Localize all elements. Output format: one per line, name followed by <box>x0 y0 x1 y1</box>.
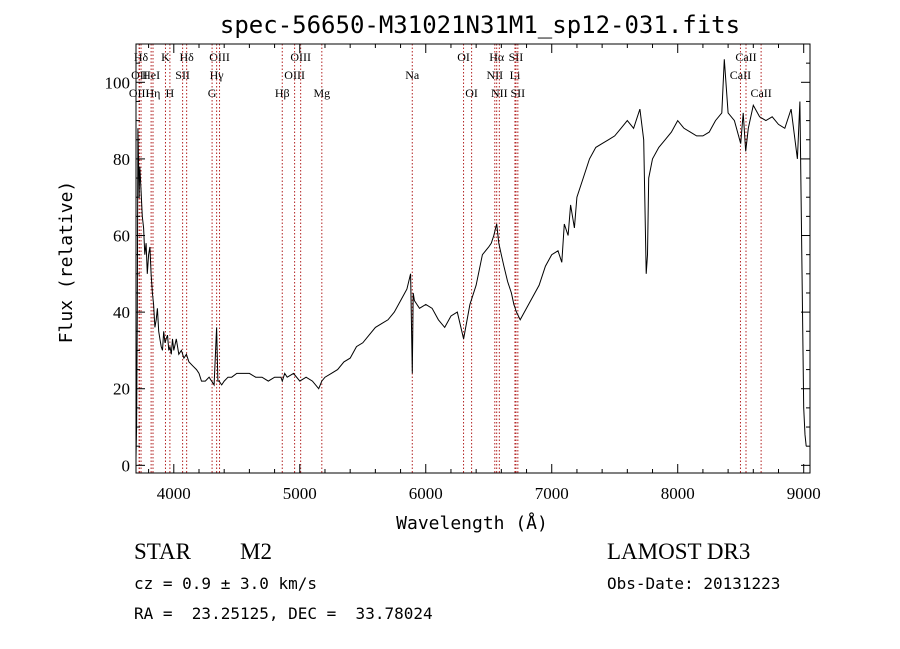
emission-line-label: Hδ <box>134 50 149 64</box>
y-tick-label: 100 <box>105 73 131 92</box>
emission-line-label: K <box>161 50 170 64</box>
x-tick-label: 8000 <box>661 484 695 503</box>
emission-line-label: OII <box>131 68 148 82</box>
emission-line-label: Li <box>510 68 521 82</box>
x-tick-label: 7000 <box>535 484 569 503</box>
plot-frame <box>135 43 811 474</box>
emission-line-label: H <box>166 86 175 100</box>
coordinates: RA = 23.25125, DEC = 33.78024 <box>134 604 433 623</box>
y-tick-label: 40 <box>113 303 130 322</box>
object-class: STAR <box>134 539 191 564</box>
y-tick-label: 0 <box>122 456 131 475</box>
emission-line-label: G <box>208 86 217 100</box>
emission-line-label: OIII <box>129 86 150 100</box>
emission-line-label: Hβ <box>275 86 290 100</box>
emission-line-label: SII <box>511 86 526 100</box>
observation-date: Obs-Date: 20131223 <box>607 574 781 593</box>
emission-line-label: OIII <box>284 68 305 82</box>
emission-line-label: CaII <box>750 86 771 100</box>
emission-line-label: CaII <box>735 50 756 64</box>
emission-line-label: CaII <box>730 68 751 82</box>
emission-line-label: OIII <box>290 50 311 64</box>
emission-line-label: OI <box>465 86 478 100</box>
emission-line-label: OI <box>457 50 470 64</box>
x-tick-label: 6000 <box>409 484 443 503</box>
y-axis-label: Flux (relative) <box>56 181 77 344</box>
y-tick-label: 20 <box>113 380 130 399</box>
emission-line-label: Hη <box>146 86 161 100</box>
spectrum-chart: spec-56650-M31021N31M1_sp12-031.fits Hδ O… <box>56 11 821 534</box>
emission-line-label: Mg <box>313 86 330 100</box>
emission-line-label: Na <box>405 68 420 82</box>
emission-line-label: OIII <box>209 50 230 64</box>
emission-line-label: HeI <box>142 68 160 82</box>
x-axis-label: Wavelength (Å) <box>396 512 548 534</box>
redshift-velocity: cz = 0.9 ± 3.0 km/s <box>134 574 318 593</box>
spectrum-line <box>135 59 807 458</box>
x-tick-label: 9000 <box>787 484 821 503</box>
emission-line-label: Hδ <box>179 50 194 64</box>
emission-line-label: Hα <box>489 50 505 64</box>
y-tick-label: 60 <box>113 227 130 246</box>
emission-line-label: SII <box>509 50 524 64</box>
x-tick-label: 4000 <box>157 484 191 503</box>
chart-title: spec-56650-M31021N31M1_sp12-031.fits <box>220 11 740 39</box>
emission-line-label: Hγ <box>210 68 225 82</box>
x-tick-label: 5000 <box>283 484 317 503</box>
emission-line-label: NII <box>486 68 503 82</box>
emission-line-label: NII <box>491 86 508 100</box>
object-subclass: M2 <box>240 539 272 564</box>
survey-name: LAMOST DR3 <box>607 539 751 564</box>
emission-line-label: SII <box>175 68 190 82</box>
y-tick-label: 80 <box>113 150 130 169</box>
axis-ticks: 4000 5000 6000 7000 8000 9000 0 20 40 60 80 100 <box>105 44 821 503</box>
